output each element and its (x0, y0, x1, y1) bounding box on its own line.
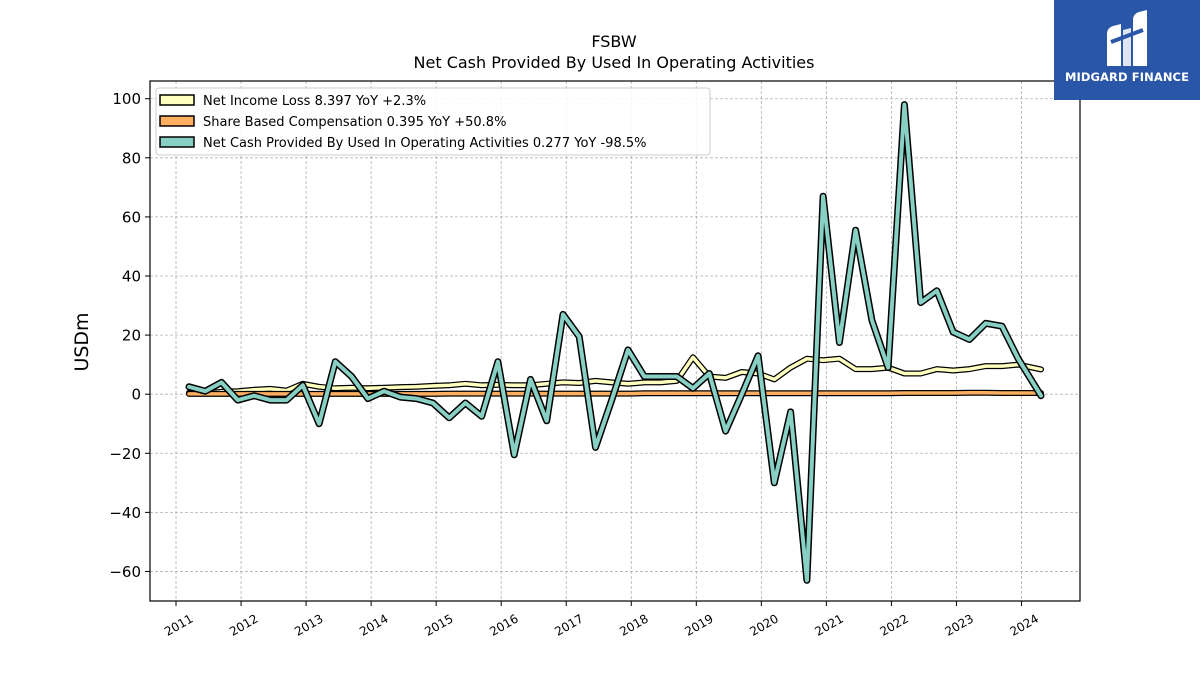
plot-frame (149, 80, 1081, 602)
y-tick-label: −60 (109, 563, 141, 581)
x-tick-label: 2017 (552, 611, 585, 638)
x-tick-label: 2020 (747, 611, 780, 638)
x-tick-label: 2014 (357, 611, 390, 638)
y-tick-label: 80 (122, 149, 141, 167)
legend-box (155, 87, 711, 156)
legend-entry: Share Based Compensation 0.395 YoY +50.8… (203, 115, 506, 130)
series-lines (185, 101, 1045, 584)
x-tick-label: 2021 (812, 611, 845, 638)
brand-logo: MIDGARD FINANCE (1054, 0, 1200, 100)
brand-name: MIDGARD FINANCE (1064, 70, 1190, 84)
y-tick-label: 20 (122, 327, 141, 345)
y-tick-label: −40 (109, 504, 141, 522)
x-tick-label: 2018 (617, 611, 650, 638)
y-axis-label: USDm (71, 312, 93, 371)
legend-swatch (159, 94, 195, 106)
x-tick-label: 2024 (1008, 611, 1041, 638)
x-tick-label: 2022 (877, 611, 910, 638)
x-axis-ticks: 2011 2012 2013 2014 2015 2016 2017 2018 2019 2020… (162, 601, 1041, 639)
chart-subtitle: Net Cash Provided By Used In Operating A… (414, 53, 815, 72)
legend: Net Income Loss 8.397 YoY +2.3% Share Bas… (155, 87, 711, 156)
series-line (187, 102, 1043, 583)
y-tick-label: −20 (109, 445, 141, 463)
x-tick-label: 2011 (162, 611, 195, 638)
x-tick-label: 2013 (292, 611, 325, 638)
y-tick-label: 0 (131, 386, 141, 404)
y-tick-label: 40 (122, 268, 141, 286)
x-tick-label: 2019 (682, 611, 715, 638)
chart-title: FSBW (591, 32, 636, 51)
legend-entry: Net Cash Provided By Used In Operating A… (203, 136, 646, 151)
x-tick-label: 2012 (227, 611, 260, 638)
legend-entry: Net Income Loss 8.397 YoY +2.3% (203, 94, 426, 109)
x-tick-label: 2015 (422, 611, 455, 638)
legend-swatch (159, 115, 195, 127)
y-tick-label: 60 (122, 208, 141, 226)
x-tick-label: 2016 (487, 611, 520, 638)
series-outline (185, 101, 1045, 584)
midgard-logo-icon (1107, 10, 1147, 66)
x-tick-label: 2023 (942, 611, 975, 638)
y-tick-label: 100 (112, 90, 141, 108)
legend-swatch (159, 136, 195, 148)
grid-lines (150, 81, 1080, 601)
y-axis-ticks: 100 80 60 40 20 0 −20 −40 −60 (109, 90, 150, 581)
